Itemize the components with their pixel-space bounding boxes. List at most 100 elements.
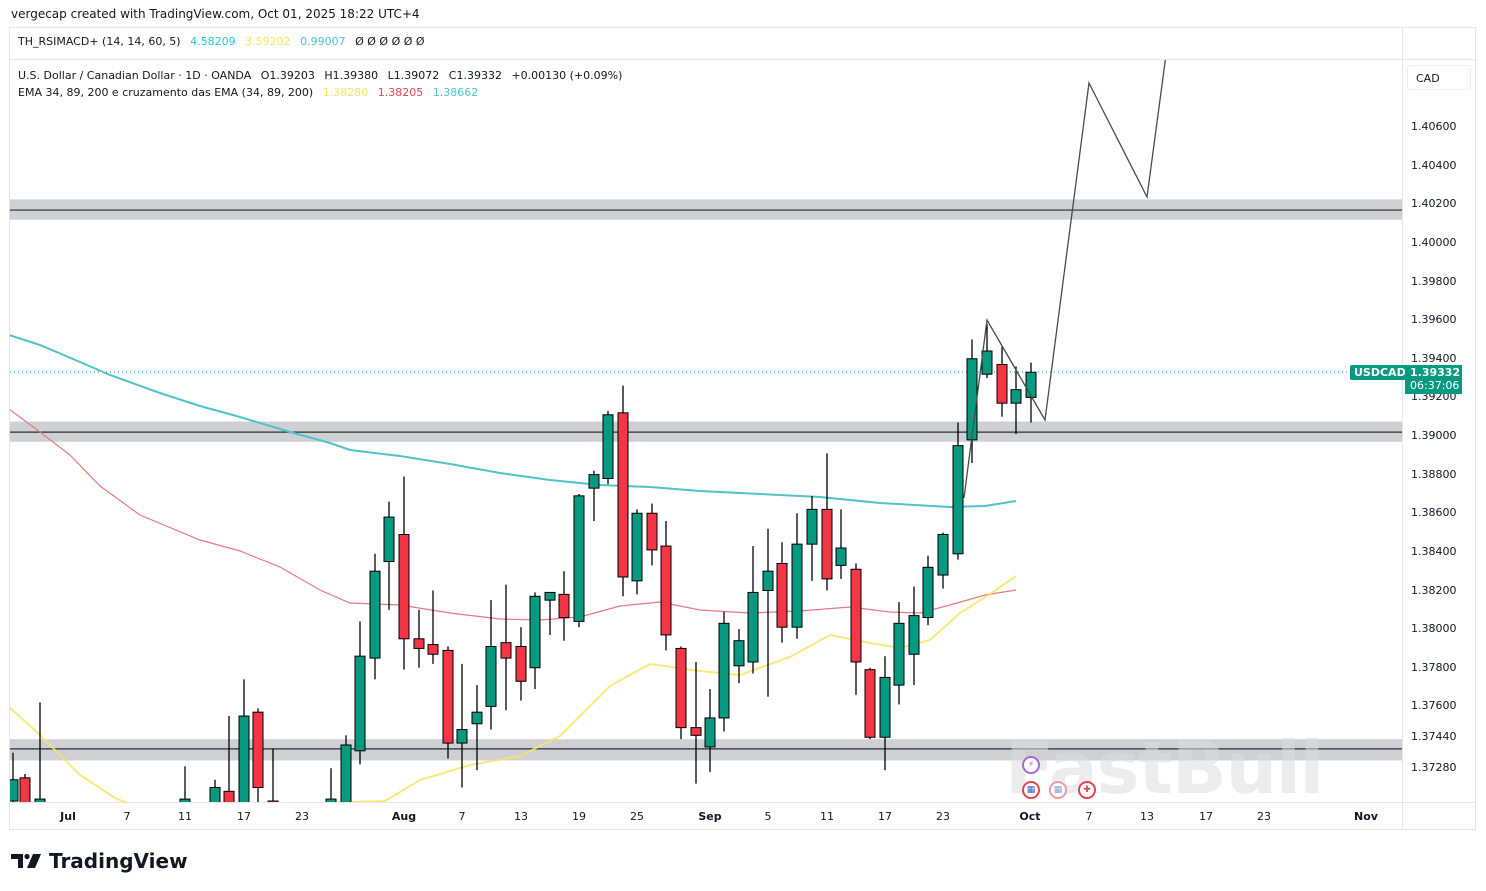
candle-body xyxy=(573,495,585,622)
candle-body xyxy=(821,508,833,580)
candle-body xyxy=(747,591,759,663)
indicator-value-2: 3.59202 xyxy=(245,35,291,48)
candle-body xyxy=(908,615,920,655)
price-label: 1.37800 xyxy=(1411,660,1457,674)
time-axis-divider xyxy=(9,802,1476,803)
candle-body xyxy=(529,595,541,669)
price-label: 1.39400 xyxy=(1411,351,1457,365)
price-label: 1.38400 xyxy=(1411,544,1457,558)
symbol-description: U.S. Dollar / Canadian Dollar · 1D · OAN… xyxy=(18,69,252,82)
candle-body xyxy=(791,543,803,628)
time-label: Oct xyxy=(1019,810,1041,823)
candle-body xyxy=(1010,389,1022,404)
time-label: 19 xyxy=(572,810,586,823)
candle-body xyxy=(617,412,629,578)
time-label: 11 xyxy=(178,810,192,823)
projection-path xyxy=(963,60,1166,499)
price-label: 1.37280 xyxy=(1411,761,1457,775)
time-label: 23 xyxy=(295,810,309,823)
candle-body xyxy=(762,570,774,591)
price-label: 1.38000 xyxy=(1411,622,1457,636)
candle-body xyxy=(471,711,483,725)
last-price: 1.39332 xyxy=(1410,366,1461,379)
pane-divider[interactable] xyxy=(9,59,1476,60)
ohlc-high: H1.39380 xyxy=(324,69,379,82)
candle-body xyxy=(806,508,818,545)
ema-34-value: 1.38280 xyxy=(322,86,369,99)
time-label: 17 xyxy=(878,810,892,823)
indicator-value-3: 0.99007 xyxy=(300,35,346,48)
event-canada-flag-icon[interactable]: ✚ xyxy=(1078,781,1096,799)
event-flash-icon[interactable]: ⚡ xyxy=(1022,756,1040,774)
candle-body xyxy=(631,512,643,582)
ema-name: EMA 34, 89, 200 e cruzamento das EMA (34… xyxy=(18,86,314,99)
event-us-flag-icon[interactable]: ▦ xyxy=(1022,781,1040,799)
price-label: 1.39000 xyxy=(1411,429,1457,442)
time-label: 13 xyxy=(1140,810,1154,823)
candle-body xyxy=(981,350,993,375)
ema-89-value: 1.38205 xyxy=(377,86,424,99)
candle-body xyxy=(238,715,250,802)
candle-body xyxy=(937,533,949,576)
candle-body xyxy=(879,676,891,738)
indicator-legend[interactable]: TH_RSIMACD+ (14, 14, 60, 5) 4.58209 3.59… xyxy=(18,35,425,48)
time-label: Aug xyxy=(391,810,417,823)
time-label: 25 xyxy=(630,810,644,823)
candle-body xyxy=(179,798,191,802)
candle-body xyxy=(267,800,279,802)
candle-body xyxy=(675,647,687,729)
time-label: 23 xyxy=(1257,810,1271,823)
candle-body xyxy=(646,512,658,551)
price-change: +0.00130 (+0.09%) xyxy=(511,69,623,82)
plot-area xyxy=(10,60,1402,802)
candle-body xyxy=(660,545,672,636)
bar-countdown: 06:37:06 xyxy=(1410,379,1460,392)
time-label: 13 xyxy=(514,810,528,823)
price-label: 1.38600 xyxy=(1411,506,1457,520)
candle-body xyxy=(456,729,468,744)
tradingview-logo-text: TradingView xyxy=(49,849,188,873)
price-label: 1.39800 xyxy=(1411,274,1457,288)
time-label: Sep xyxy=(698,810,722,823)
indicator-empty-values: Ø Ø Ø Ø Ø Ø xyxy=(355,35,425,48)
currency-selector[interactable]: CAD xyxy=(1407,65,1471,90)
price-axis-divider xyxy=(1402,27,1403,830)
candle-body xyxy=(209,786,221,802)
candle-body xyxy=(893,622,905,686)
candle-body xyxy=(952,445,964,555)
time-label: 5 xyxy=(764,810,772,823)
candle-body xyxy=(442,649,454,744)
candle-body xyxy=(544,591,556,601)
price-label: 1.40000 xyxy=(1411,235,1457,249)
candle-body xyxy=(383,516,395,563)
indicator-value-1: 4.58209 xyxy=(190,35,236,48)
chart-frame xyxy=(9,27,1476,830)
time-label: 17 xyxy=(1199,810,1213,823)
time-label: 7 xyxy=(458,810,466,823)
candle-body xyxy=(922,566,934,619)
last-price-tag: 1.39332 06:37:06 xyxy=(1405,365,1462,394)
symbol-legend[interactable]: U.S. Dollar / Canadian Dollar · 1D · OAN… xyxy=(18,69,622,82)
ohlc-open: O1.39203 xyxy=(260,69,315,82)
attribution-header: vergecap created with TradingView.com, O… xyxy=(11,7,420,21)
candle-body xyxy=(602,414,614,479)
candle-body xyxy=(515,646,527,682)
tradingview-logo-icon xyxy=(11,853,41,868)
time-label: 11 xyxy=(820,810,834,823)
candle-body xyxy=(996,364,1008,404)
candle-body xyxy=(733,640,745,667)
time-label: 23 xyxy=(936,810,950,823)
ema-89-line xyxy=(10,408,1017,621)
tradingview-logo[interactable]: TradingView xyxy=(11,849,188,873)
candle-body xyxy=(340,744,352,802)
price-label: 1.40400 xyxy=(1411,158,1457,172)
candle-body xyxy=(966,358,978,441)
candle-body xyxy=(413,638,425,649)
event-us-flag-icon-2[interactable]: ▦ xyxy=(1049,781,1067,799)
candle-body xyxy=(500,642,512,659)
time-label: Nov xyxy=(1354,810,1378,823)
candle-body xyxy=(398,533,410,640)
candle-body xyxy=(1025,371,1037,398)
ema-legend[interactable]: EMA 34, 89, 200 e cruzamento das EMA (34… xyxy=(18,86,478,99)
